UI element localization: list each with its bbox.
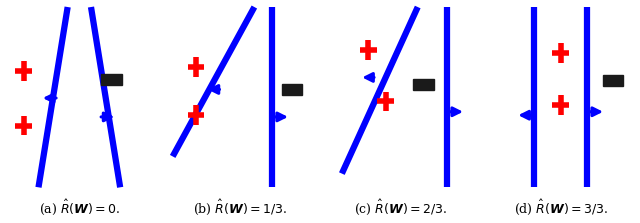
Text: (b) $\hat{R}(\boldsymbol{W}) = 1/3$.: (b) $\hat{R}(\boldsymbol{W}) = 1/3$. — [193, 198, 287, 217]
Text: (d) $\hat{R}(\boldsymbol{W}) = 3/3$.: (d) $\hat{R}(\boldsymbol{W}) = 3/3$. — [513, 198, 608, 217]
Bar — [413, 79, 434, 90]
Bar — [101, 74, 122, 85]
Bar — [603, 75, 623, 87]
Text: (a) $\hat{R}(\boldsymbol{W}) = 0$.: (a) $\hat{R}(\boldsymbol{W}) = 0$. — [38, 198, 120, 217]
Text: (c) $\hat{R}(\boldsymbol{W}) = 2/3$.: (c) $\hat{R}(\boldsymbol{W}) = 2/3$. — [354, 198, 447, 217]
Bar — [282, 84, 303, 95]
